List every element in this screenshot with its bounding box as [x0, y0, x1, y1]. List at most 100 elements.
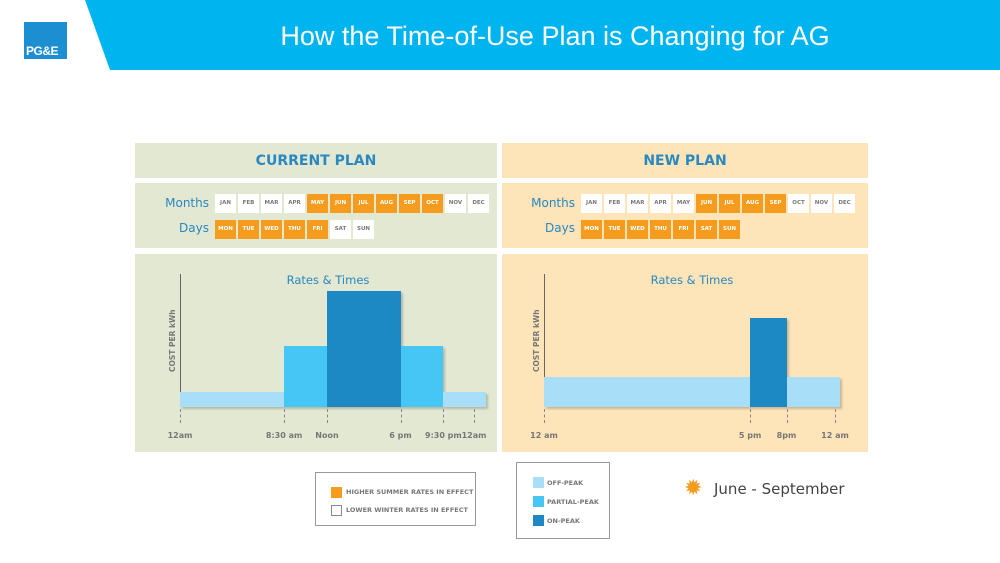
partial-peak-label: PARTIAL-PEAK: [547, 498, 599, 506]
y-axis-line: [180, 274, 181, 407]
new-plan-chart: Rates & Times COST PER kWh 12 am 5 pm 8pm 12 …: [502, 254, 868, 452]
y-axis-label: COST PER kWh: [532, 309, 541, 372]
current-plan-calendar: Months Days JAN FEB MAR APR MAY JUN JUL AUG SEP OCT…: [135, 183, 497, 248]
tick-mark: [180, 409, 181, 423]
month-cell: JAN: [215, 194, 236, 213]
month-cell: AUG: [742, 194, 763, 213]
winter-legend-label: LOWER WINTER RATES IN EFFECT: [346, 506, 468, 514]
tick-mark: [474, 409, 475, 423]
tick-label: 12 am: [821, 431, 849, 440]
current-plan-chart: Rates & Times COST PER kWh 12am 8:30 am Noon…: [135, 254, 497, 452]
on-peak-label: ON-PEAK: [547, 517, 580, 525]
tick-label: 5 pm: [738, 431, 762, 440]
month-cell: FEB: [604, 194, 625, 213]
tick-mark: [443, 409, 445, 423]
partial-peak-swatch: [533, 496, 544, 507]
rate-bar-off-peak: [180, 391, 285, 407]
day-cell: FRI: [673, 220, 694, 239]
month-cell: MAR: [627, 194, 648, 213]
rate-bar-off-peak: [786, 376, 840, 407]
day-cell: SAT: [330, 220, 351, 239]
season-legend: HIGHER SUMMER RATES IN EFFECT LOWER WINT…: [315, 472, 476, 526]
day-cell: FRI: [307, 220, 328, 239]
rate-bar-on-peak: [327, 291, 401, 407]
day-cell: WED: [261, 220, 282, 239]
day-cell: TUE: [238, 220, 259, 239]
new-plan-title: NEW PLAN: [502, 143, 868, 178]
new-plan-calendar: Months Days JAN FEB MAR APR MAY JUN JUL AUG SEP OCT…: [502, 183, 868, 248]
tick-mark: [786, 409, 788, 423]
day-cell: THU: [284, 220, 305, 239]
tick-label: 9:30 pm: [425, 431, 462, 440]
days-label: Days: [545, 221, 575, 235]
day-cell: MON: [215, 220, 236, 239]
month-cell: APR: [650, 194, 671, 213]
month-cell: OCT: [788, 194, 809, 213]
off-peak-swatch: [533, 477, 544, 488]
month-cell: JUN: [696, 194, 717, 213]
sun-icon: ✹: [684, 476, 703, 501]
tick-mark: [284, 409, 286, 423]
day-cell: SAT: [696, 220, 717, 239]
months-label: Months: [165, 196, 209, 210]
month-cell: JUN: [330, 194, 351, 213]
on-peak-swatch: [533, 515, 544, 526]
month-cell: NOV: [445, 194, 466, 213]
tick-mark: [400, 409, 402, 423]
tick-label: 12am: [461, 431, 487, 440]
chart-title: Rates & Times: [650, 273, 734, 287]
month-cell: AUG: [376, 194, 397, 213]
month-cell: JAN: [581, 194, 602, 213]
day-cell: TUE: [604, 220, 625, 239]
y-axis-line: [544, 274, 545, 407]
month-cell: SEP: [765, 194, 786, 213]
tick-mark: [835, 409, 836, 423]
month-cell: MAR: [261, 194, 282, 213]
logo-text: PG&E: [26, 44, 59, 58]
month-cell: NOV: [811, 194, 832, 213]
month-cell: DEC: [834, 194, 855, 213]
page-title: How the Time-of-Use Plan is Changing for…: [280, 21, 830, 51]
tick-label: 8pm: [776, 431, 797, 440]
month-cell: JUL: [719, 194, 740, 213]
tick-mark: [544, 409, 545, 423]
month-cell: JUL: [353, 194, 374, 213]
chart-title: Rates & Times: [286, 273, 370, 287]
current-plan-title: CURRENT PLAN: [135, 143, 497, 178]
rate-bar-partial-peak: [400, 346, 444, 407]
tick-label: Noon: [315, 431, 339, 440]
pge-logo: PG&E: [24, 22, 67, 59]
summer-legend-label: HIGHER SUMMER RATES IN EFFECT: [346, 488, 474, 496]
months-label: Months: [531, 196, 575, 210]
tick-label: 12am: [167, 431, 193, 440]
rate-bar-partial-peak: [284, 346, 327, 407]
tick-label: 6 pm: [389, 431, 412, 440]
tick-mark: [750, 409, 752, 423]
day-cell: THU: [650, 220, 671, 239]
day-cell: SUN: [719, 220, 740, 239]
rate-bar-on-peak: [750, 317, 787, 407]
y-axis-label: COST PER kWh: [168, 309, 177, 372]
tick-label: 12 am: [530, 431, 558, 440]
tick-mark: [327, 409, 328, 423]
month-cell: MAY: [307, 194, 328, 213]
month-cell: FEB: [238, 194, 259, 213]
day-cell: WED: [627, 220, 648, 239]
day-cell: MON: [581, 220, 602, 239]
month-cell: MAY: [673, 194, 694, 213]
winter-swatch: [331, 505, 342, 516]
days-label: Days: [179, 221, 209, 235]
tick-label: 8:30 am: [265, 431, 303, 440]
rate-bar-off-peak: [443, 391, 487, 407]
month-cell: SEP: [399, 194, 420, 213]
season-label: June - September: [714, 480, 845, 498]
summer-swatch: [331, 487, 342, 498]
month-cell: OCT: [422, 194, 443, 213]
month-cell: APR: [284, 194, 305, 213]
month-cell: DEC: [468, 194, 489, 213]
rate-bar-off-peak: [544, 376, 751, 407]
header-banner: [85, 0, 1000, 70]
rate-legend: OFF-PEAK PARTIAL-PEAK ON-PEAK: [516, 462, 610, 539]
off-peak-label: OFF-PEAK: [547, 479, 584, 487]
day-cell: SUN: [353, 220, 374, 239]
